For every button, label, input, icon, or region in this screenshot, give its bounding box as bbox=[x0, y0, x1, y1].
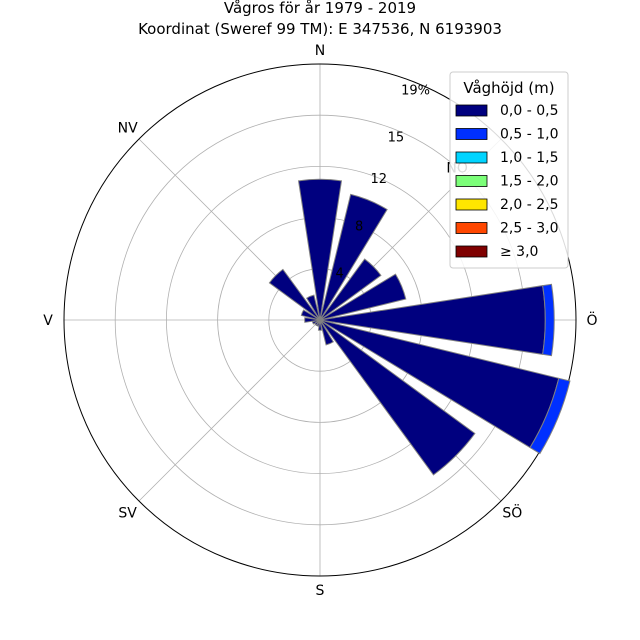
legend-label: 0,0 - 0,5 bbox=[500, 103, 558, 119]
radial-tick-label: 15 bbox=[388, 131, 405, 146]
bar-Ö-1 bbox=[542, 283, 555, 357]
direction-label-Ö: Ö bbox=[586, 311, 597, 329]
radial-tick-label: 4 bbox=[335, 267, 343, 282]
radial-tick-label: 8 bbox=[355, 219, 363, 234]
bar-VNV-0 bbox=[300, 309, 321, 321]
bar-NV-0 bbox=[268, 268, 321, 321]
bar-SÖ-0 bbox=[319, 319, 476, 476]
legend-swatch bbox=[455, 175, 488, 187]
bar-Ö-0 bbox=[319, 285, 546, 355]
legend-items: 0,0 - 0,5 0,5 - 1,0 1,0 - 1,5 1,5 - 2,0 2,0 … bbox=[455, 103, 558, 260]
chart-title: Vågros för år 1979 - 2019 bbox=[224, 0, 416, 17]
legend-swatch bbox=[455, 151, 488, 164]
legend-label: 2,5 - 3,0 bbox=[500, 221, 558, 237]
legend-box bbox=[449, 71, 569, 269]
bars bbox=[268, 178, 571, 476]
bar-NÖ-0 bbox=[319, 258, 382, 321]
radial-tick-label: 19% bbox=[401, 83, 430, 98]
legend-label: 2,0 - 2,5 bbox=[500, 197, 558, 213]
legend-label: 1,5 - 2,0 bbox=[500, 174, 558, 190]
direction-label-SV: SV bbox=[118, 505, 137, 521]
legend-label: 0,5 - 1,0 bbox=[500, 127, 558, 143]
direction-label-N: N bbox=[315, 43, 325, 59]
legend-swatch bbox=[455, 222, 488, 234]
direction-labels: NNOÖSÖSSVVNV bbox=[43, 43, 597, 599]
bar-SSÖ-0 bbox=[319, 319, 334, 346]
bar-NNV-0 bbox=[306, 294, 321, 321]
legend-title: Våghöjd (m) bbox=[463, 79, 554, 97]
legend-swatch bbox=[455, 198, 488, 211]
direction-label-V: V bbox=[43, 313, 53, 329]
legend-label: 1,0 - 1,5 bbox=[500, 150, 558, 166]
legend-swatch bbox=[455, 245, 488, 258]
bar-N-0 bbox=[297, 178, 343, 321]
radial-ticks: 4 8 12 15 19% bbox=[335, 83, 430, 281]
direction-label-NV: NV bbox=[118, 121, 138, 137]
bar-S-0 bbox=[317, 319, 323, 331]
legend-swatch bbox=[455, 128, 488, 140]
grid-spoke bbox=[138, 319, 321, 502]
bar-NNÖ-0 bbox=[319, 193, 388, 321]
chart-subtitle: Koordinat (Sweref 99 TM): E 347536, N 61… bbox=[138, 20, 502, 38]
radial-tick-label: 12 bbox=[371, 172, 388, 187]
direction-label-S: S bbox=[316, 583, 325, 599]
bar-ÖNÖ-0 bbox=[319, 273, 407, 321]
legend: Våghöjd (m) 0,0 - 0,5 0,5 - 1,0 1,0 - 1,5 1… bbox=[449, 71, 569, 269]
legend-label: ≥ 3,0 bbox=[500, 244, 538, 260]
legend-swatch bbox=[455, 104, 488, 117]
bar-VSV-0 bbox=[311, 319, 321, 325]
direction-label-SÖ: SÖ bbox=[502, 503, 522, 521]
bar-V-0 bbox=[304, 317, 321, 323]
outer-ring bbox=[63, 63, 577, 577]
bar-ÖSÖ-1 bbox=[529, 377, 571, 455]
